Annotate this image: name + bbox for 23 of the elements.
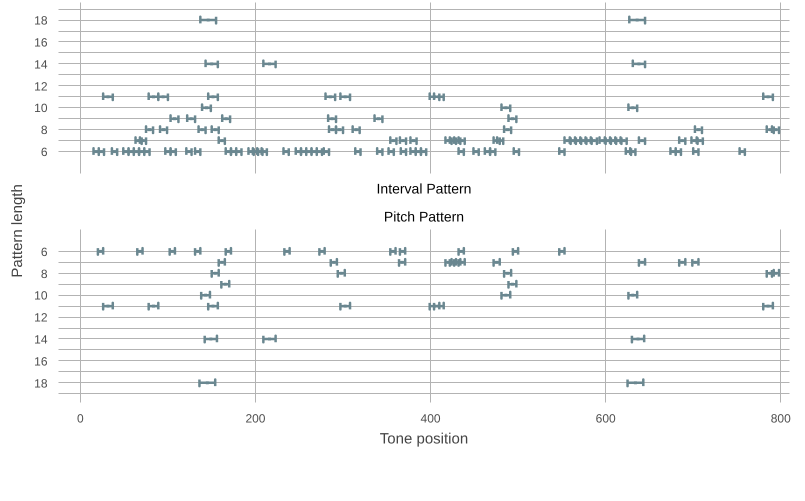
y-tick-label: 18 [34,14,48,28]
y-tick-label: 14 [34,57,48,72]
chart-title: Pitch Pattern [384,208,464,224]
y-tick-label: 8 [40,123,48,138]
y-tick-label: 8 [40,266,48,281]
y-tick-label: 12 [34,310,48,325]
y-tick-label: 18 [34,376,48,390]
y-tick-label: 6 [40,244,48,259]
x-axis-title: Tone position [380,430,468,448]
x-tick-label: 200 [245,412,266,426]
x-tick-label: 800 [770,412,792,426]
y-tick-label: 6 [40,145,48,160]
x-tick-label: 0 [77,412,84,426]
y-tick-label: 12 [34,79,48,94]
y-tick-label: 14 [34,332,48,346]
y-tick-label: 10 [34,288,48,303]
x-tick-label: 600 [596,412,616,426]
x-tick-label: 400 [420,412,441,426]
y-tick-label: 16 [34,35,48,50]
y-tick-label: 10 [34,101,48,116]
y-axis-title: Pattern length [8,184,26,278]
y-tick-label: 16 [34,354,48,368]
text: Interval Pattern [376,180,472,196]
